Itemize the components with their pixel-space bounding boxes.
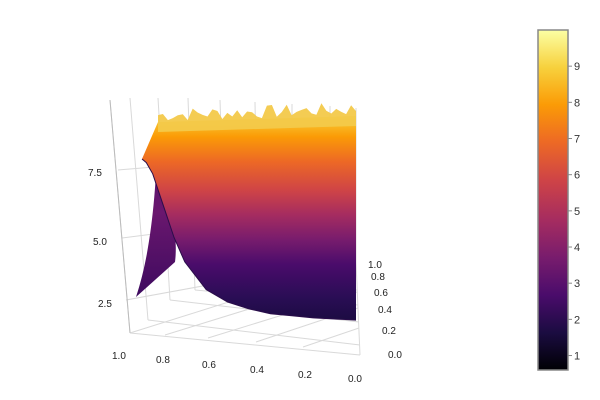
z-tick-label: 7.5 — [88, 168, 102, 179]
x-tick-label: 0.8 — [156, 355, 170, 366]
y-tick-label: 0.6 — [374, 288, 388, 299]
y-tick-label: 0.8 — [371, 272, 385, 283]
y-axis-ticks: 1.0 0.8 0.6 0.4 0.2 0.0 — [368, 260, 402, 361]
x-tick-label: 0.2 — [298, 370, 312, 381]
x-tick-label: 0.4 — [250, 365, 264, 376]
y-tick-label: 0.4 — [378, 305, 392, 316]
colorbar: 1 2 3 4 5 6 7 8 9 — [537, 29, 580, 371]
x-axis-ticks: 1.0 0.8 0.6 0.4 0.2 0.0 — [112, 351, 362, 385]
y-tick-label: 0.0 — [388, 350, 402, 361]
colorbar-tick-label: 1 — [574, 351, 580, 363]
x-tick-label: 0.0 — [348, 374, 362, 385]
colorbar-ticks: 1 2 3 4 5 6 7 8 9 — [568, 61, 580, 363]
colorbar-tick-label: 7 — [574, 134, 580, 146]
z-tick-label: 2.5 — [98, 299, 112, 310]
colorbar-tick-label: 5 — [574, 206, 580, 218]
y-tick-label: 0.2 — [382, 326, 396, 337]
x-tick-label: 0.6 — [202, 360, 216, 371]
z-tick-label: 5.0 — [93, 237, 107, 248]
surface-front-edge — [141, 158, 357, 321]
colorbar-tick-label: 3 — [574, 278, 580, 290]
y-tick-label: 1.0 — [368, 260, 382, 271]
x-tick-label: 1.0 — [112, 351, 126, 362]
colorbar-tick-label: 4 — [574, 242, 580, 254]
z-axis-line — [109, 99, 131, 334]
surface-ridge — [158, 103, 356, 132]
colorbar-tick-label: 6 — [574, 170, 580, 182]
z-axis-ticks: 7.5 5.0 2.5 — [88, 168, 112, 310]
colorbar-tick-label: 9 — [574, 61, 580, 73]
colorbar-tick-label: 8 — [574, 97, 580, 109]
surface-main — [142, 116, 356, 322]
colorbar-tick-label: 2 — [574, 314, 580, 326]
colorbar-ramp — [537, 29, 569, 371]
